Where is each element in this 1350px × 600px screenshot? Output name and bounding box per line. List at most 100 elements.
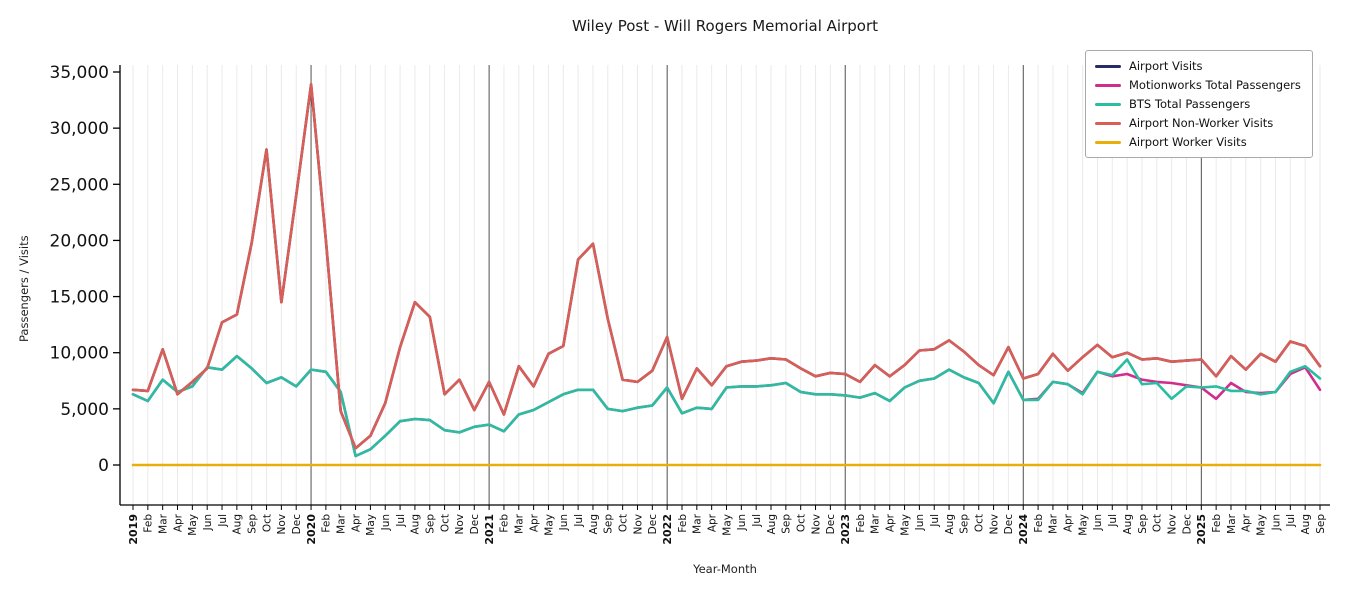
x-tick-label: Dec	[1181, 514, 1193, 535]
x-tick-label: Sep	[425, 514, 437, 534]
x-tick-label: Nov	[454, 514, 466, 535]
y-axis-ticks: 0 5,000 10,000 15,000 20,000 25,000 30,000 35,0…	[50, 63, 120, 476]
x-tick-label: Oct	[439, 514, 451, 532]
x-tick-label: Apr	[885, 513, 897, 532]
x-tick-label: Jun	[202, 514, 214, 531]
x-tick-label: Jun	[1270, 514, 1282, 531]
x-tick-label: Aug	[410, 514, 422, 535]
x-tick-label: 2025	[1195, 514, 1208, 545]
series-line-airport-non-worker-visits	[131, 83, 1322, 450]
legend: Airport Visits Motionworks Total Passenge…	[1085, 50, 1313, 158]
legend-swatch	[1095, 102, 1121, 106]
x-axis-ticks: 2019 Feb Mar Apr May Jun Jul Aug Sep Oct Nov Dec 202…	[127, 505, 1327, 545]
y-tick-label: 25,000	[50, 175, 109, 195]
x-tick-label: Mar	[1048, 513, 1060, 533]
x-tick-label: Sep	[247, 514, 259, 534]
x-tick-label: Sep	[781, 514, 793, 534]
x-tick-label: Sep	[1137, 514, 1149, 534]
y-tick-label: 10,000	[50, 344, 109, 364]
x-tick-label: Aug	[944, 514, 956, 535]
x-tick-label: Dec	[1003, 514, 1015, 535]
x-tick-label: Apr	[1241, 513, 1253, 532]
legend-label: Airport Visits	[1129, 59, 1203, 73]
x-tick-label: Aug	[1122, 514, 1134, 535]
x-tick-label: Jul	[929, 514, 941, 528]
x-axis-label: Year-Month	[693, 562, 757, 576]
axes	[119, 65, 1330, 506]
x-tick-label: Aug	[1300, 514, 1312, 535]
legend-label: BTS Total Passengers	[1129, 97, 1251, 111]
x-tick-label: Mar	[157, 513, 169, 533]
x-tick-label: Oct	[261, 514, 273, 532]
x-tick-label: Mar	[692, 513, 704, 533]
legend-label: Motionworks Total Passengers	[1129, 78, 1301, 92]
y-tick-label: 35,000	[50, 63, 109, 83]
legend-label: Airport Worker Visits	[1129, 135, 1247, 149]
x-tick-label: May	[721, 514, 733, 536]
x-tick-label: May	[1077, 514, 1089, 536]
y-tick-label: 15,000	[50, 288, 109, 308]
legend-item: Airport Visits	[1095, 59, 1301, 73]
x-tick-label: 2022	[661, 514, 674, 545]
legend-item: Airport Worker Visits	[1095, 135, 1301, 149]
legend-label: Airport Non-Worker Visits	[1129, 116, 1274, 130]
legend-item: Motionworks Total Passengers	[1095, 78, 1301, 92]
x-tick-label: Mar	[336, 513, 348, 533]
x-tick-label: May	[899, 514, 911, 536]
x-tick-label: May	[1255, 514, 1267, 536]
x-tick-label: Apr	[706, 513, 718, 532]
legend-swatch	[1095, 83, 1121, 87]
x-tick-label: Feb	[1211, 514, 1223, 533]
x-tick-label: Jun	[1092, 514, 1104, 531]
x-tick-label: Apr	[1063, 513, 1075, 532]
x-tick-label: May	[365, 514, 377, 536]
x-tick-label: Jun	[380, 514, 392, 531]
x-tick-label: Apr	[528, 513, 540, 532]
x-tick-label: Jul	[1285, 514, 1297, 528]
x-tick-label: Sep	[959, 514, 971, 534]
legend-swatch	[1095, 121, 1121, 125]
x-tick-label: Jul	[217, 514, 229, 528]
x-tick-label: Dec	[825, 514, 837, 535]
x-tick-label: Nov	[810, 514, 822, 535]
x-tick-label: Nov	[1166, 514, 1178, 535]
series-line-bts-total-passengers	[131, 354, 1322, 458]
y-tick-label: 20,000	[50, 231, 109, 251]
chart-title: Wiley Post - Will Rogers Memorial Airpor…	[571, 17, 878, 35]
x-tick-label: Oct	[795, 514, 807, 532]
x-tick-label: Aug	[232, 514, 244, 535]
x-tick-label: Oct	[617, 514, 629, 532]
x-tick-label: Jul	[573, 514, 585, 528]
x-tick-label: Jul	[751, 514, 763, 528]
x-tick-label: Jun	[736, 514, 748, 531]
x-tick-label: Sep	[603, 514, 615, 534]
x-tick-label: 2023	[839, 514, 852, 545]
x-tick-label: 2024	[1017, 514, 1030, 545]
legend-swatch	[1095, 64, 1121, 68]
x-tick-label: Aug	[588, 514, 600, 535]
x-tick-label: Mar	[870, 513, 882, 533]
y-tick-label: 30,000	[50, 119, 109, 139]
x-tick-label: Mar	[1226, 513, 1238, 533]
y-tick-label: 5,000	[60, 400, 109, 420]
legend-swatch	[1095, 140, 1121, 144]
gridlines	[132, 65, 1321, 505]
x-tick-label: Nov	[988, 514, 1000, 535]
x-tick-label: Jun	[914, 514, 926, 531]
x-tick-label: Nov	[276, 514, 288, 535]
x-tick-label: Feb	[677, 514, 689, 533]
x-tick-label: May	[187, 514, 199, 536]
x-tick-label: Jun	[558, 514, 570, 531]
x-tick-label: Nov	[632, 514, 644, 535]
x-tick-label: Dec	[647, 514, 659, 535]
legend-item: BTS Total Passengers	[1095, 97, 1301, 111]
y-tick-label: 0	[98, 456, 109, 476]
x-tick-label: Aug	[766, 514, 778, 535]
x-tick-label: May	[543, 514, 555, 536]
x-tick-label: Jul	[1107, 514, 1119, 528]
series-lines	[131, 83, 1322, 467]
x-tick-label: Oct	[974, 514, 986, 532]
x-tick-label: Jul	[395, 514, 407, 528]
